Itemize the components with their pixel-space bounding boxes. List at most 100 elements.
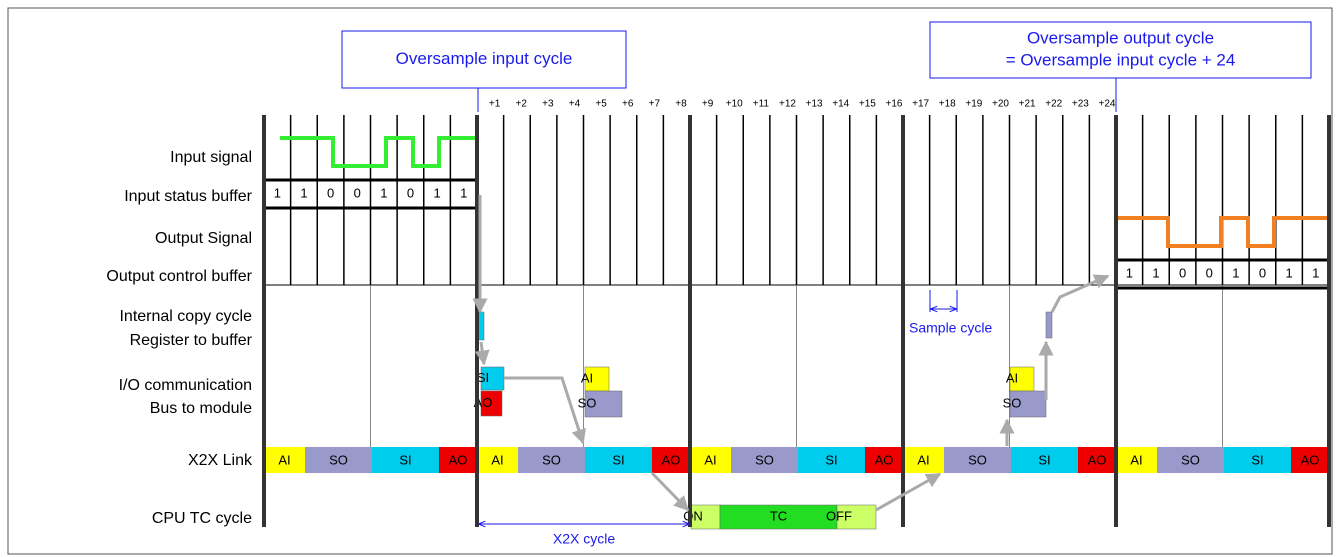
cycle-tick: +16 bbox=[886, 99, 903, 110]
buffer-bit: 1 bbox=[1232, 265, 1239, 280]
cycle-tick: +3 bbox=[542, 99, 554, 110]
row-label: Input signal bbox=[170, 149, 252, 166]
cycle-tick: +15 bbox=[859, 99, 876, 110]
buffer-bit: 1 bbox=[433, 185, 440, 200]
row-label: Input status buffer bbox=[124, 188, 252, 205]
buffer-bit: 0 bbox=[1259, 265, 1266, 280]
x2x-segment bbox=[585, 447, 652, 473]
cycle-tick: +11 bbox=[753, 99, 770, 110]
io-box bbox=[1009, 366, 1035, 392]
x2x-label: AO bbox=[1088, 452, 1107, 467]
buffer-cell bbox=[426, 184, 448, 204]
buffer-cell bbox=[267, 184, 288, 204]
buffer-cell bbox=[1278, 264, 1300, 284]
cycle-tick: +9 bbox=[702, 99, 714, 110]
x2x-label: AO bbox=[875, 452, 894, 467]
cycle-tick: +17 bbox=[912, 99, 929, 110]
cycle-tick: +1 bbox=[489, 99, 501, 110]
buffer-bit: 0 bbox=[1206, 265, 1213, 280]
x2x-segment bbox=[865, 447, 903, 473]
cpu-label: ON bbox=[683, 508, 703, 523]
x2x-label: SO bbox=[968, 452, 987, 467]
buffer-cell bbox=[320, 184, 341, 204]
x2x-segment bbox=[305, 447, 372, 473]
cycle-tick: +14 bbox=[832, 99, 849, 110]
buffer-cell bbox=[1172, 264, 1193, 284]
x2x-segment bbox=[372, 447, 439, 473]
x2x-label: SO bbox=[1181, 452, 1200, 467]
x2x-segment bbox=[731, 447, 798, 473]
cycle-tick: +20 bbox=[992, 99, 1009, 110]
cpu-label: OFF bbox=[826, 508, 852, 523]
x2x-label: AI bbox=[278, 452, 290, 467]
cpu-box bbox=[836, 504, 877, 530]
callout-text: Oversample output cycle bbox=[1027, 28, 1214, 47]
cpu-label: TC bbox=[770, 508, 787, 523]
x2x-label: SO bbox=[329, 452, 348, 467]
buffer-cell bbox=[293, 184, 315, 204]
x2x-segment bbox=[1116, 447, 1157, 473]
cycle-tick: +4 bbox=[569, 99, 581, 110]
cycle-tick: +5 bbox=[595, 99, 607, 110]
cycle-tick: +12 bbox=[779, 99, 796, 110]
x2x-segment bbox=[264, 447, 305, 473]
callout-text: Oversample input cycle bbox=[396, 49, 573, 68]
buffer-bit: 0 bbox=[407, 185, 414, 200]
buffer-bit: 1 bbox=[1285, 265, 1292, 280]
cycle-tick: +7 bbox=[649, 99, 661, 110]
cycle-tick: +21 bbox=[1019, 99, 1036, 110]
x2x-label: SI bbox=[612, 452, 624, 467]
x2x-segment bbox=[518, 447, 585, 473]
buffer-bit: 0 bbox=[354, 185, 361, 200]
flow-arrow bbox=[504, 376, 586, 445]
x2x-segment bbox=[903, 447, 944, 473]
cycle-tick: +24 bbox=[1099, 99, 1116, 110]
x2x-segment bbox=[652, 447, 690, 473]
x2x-label: AI bbox=[1130, 452, 1142, 467]
row-label: X2X Link bbox=[188, 452, 253, 469]
input-signal bbox=[280, 136, 478, 168]
copy-cycle bbox=[1045, 311, 1053, 339]
flow-arrow bbox=[474, 341, 490, 366]
callout-box bbox=[341, 30, 627, 89]
cycle-tick: +22 bbox=[1045, 99, 1062, 110]
buffer-bit: 1 bbox=[1126, 265, 1133, 280]
x2x-label: X2X cycle bbox=[553, 531, 615, 547]
io-label: SI bbox=[477, 370, 489, 385]
x2x-segment bbox=[944, 447, 1011, 473]
buffer-cell bbox=[400, 184, 421, 204]
buffer-bit: 1 bbox=[1152, 265, 1159, 280]
io-box bbox=[584, 366, 610, 392]
cycle-tick: +6 bbox=[622, 99, 634, 110]
x2x-segment bbox=[1078, 447, 1116, 473]
row-label: Output control buffer bbox=[106, 268, 252, 285]
x2x-label: SI bbox=[399, 452, 411, 467]
buffer-bit: 0 bbox=[1179, 265, 1186, 280]
buffer-bit: 0 bbox=[327, 185, 334, 200]
x2x-label: AI bbox=[704, 452, 716, 467]
x2x-label: AO bbox=[449, 452, 468, 467]
x2x-label: SI bbox=[1038, 452, 1050, 467]
flow-arrow bbox=[1050, 274, 1110, 313]
buffer-bit: 1 bbox=[1312, 265, 1319, 280]
flow-arrow bbox=[875, 472, 942, 512]
x2x-label: SI bbox=[825, 452, 837, 467]
buffer-bit: 1 bbox=[460, 185, 467, 200]
x2x-segment bbox=[690, 447, 731, 473]
buffer-cell bbox=[346, 184, 368, 204]
io-label: SO bbox=[1003, 395, 1022, 410]
cycle-tick: +10 bbox=[726, 99, 743, 110]
x2x-label: AI bbox=[491, 452, 503, 467]
buffer-cell bbox=[373, 184, 395, 204]
x2x-segment bbox=[1224, 447, 1291, 473]
x2x-segment bbox=[1291, 447, 1329, 473]
x2x-segment bbox=[1157, 447, 1224, 473]
cycle-tick: +19 bbox=[965, 99, 982, 110]
frame bbox=[7, 7, 1333, 555]
x2x-label: SI bbox=[1251, 452, 1263, 467]
row-label: Output Signal bbox=[155, 230, 252, 247]
flow-arrow bbox=[650, 471, 690, 512]
callout-text: = Oversample input cycle + 24 bbox=[1006, 50, 1236, 69]
